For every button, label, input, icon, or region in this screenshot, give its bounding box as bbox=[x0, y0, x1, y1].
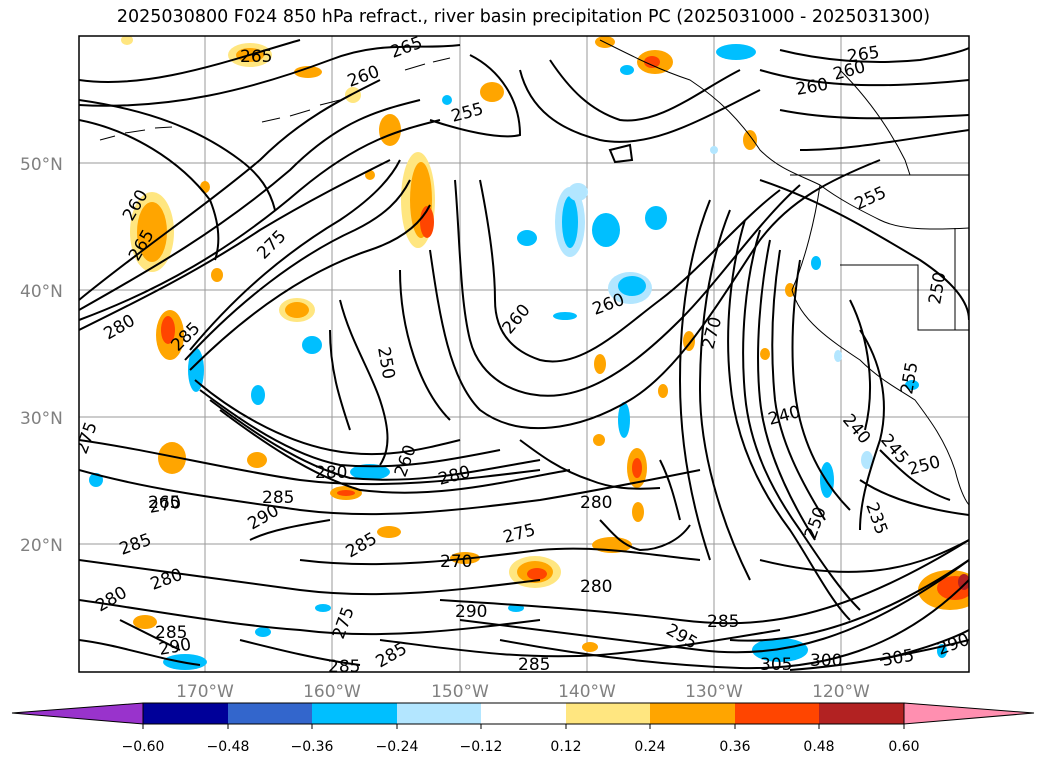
colorbar-swatch bbox=[228, 703, 312, 724]
contour-label: 280 bbox=[580, 493, 612, 513]
lat-label: 40°N bbox=[20, 282, 63, 302]
contour-label: 265 bbox=[846, 43, 881, 67]
colorbar-label: 0.24 bbox=[634, 739, 665, 755]
colorbar-swatch bbox=[312, 703, 397, 724]
contour-label: 305 bbox=[760, 655, 792, 675]
colorbar-swatch bbox=[397, 703, 481, 724]
lon-label: 140°W bbox=[558, 682, 616, 702]
lon-label: 160°W bbox=[303, 682, 361, 702]
contour-label: 285 bbox=[707, 612, 739, 632]
map-frame bbox=[78, 35, 970, 673]
contour-label: 285 bbox=[262, 488, 294, 508]
colorbar-label: 0.48 bbox=[803, 739, 834, 755]
lat-label: 50°N bbox=[20, 155, 63, 175]
colorbar-label: −0.36 bbox=[291, 739, 334, 755]
contour-label: 265 bbox=[240, 47, 272, 67]
colorbar-label: 0.36 bbox=[719, 739, 750, 755]
refractivity-contours bbox=[79, 39, 969, 671]
colorbar-label: −0.60 bbox=[122, 739, 165, 755]
colorbar-swatch bbox=[143, 703, 228, 724]
contour-label: 265 bbox=[148, 493, 180, 513]
contour-label: 270 bbox=[440, 552, 472, 572]
latitude-labels: 50°N 40°N 30°N 20°N bbox=[20, 155, 63, 556]
colorbar-frame bbox=[142, 702, 905, 725]
contour-label: 280 bbox=[580, 577, 612, 597]
longitude-labels: 170°W 160°W 150°W 140°W 130°W 120°W bbox=[176, 682, 870, 702]
contour-label: 280 bbox=[315, 463, 347, 483]
lon-label: 170°W bbox=[176, 682, 234, 702]
colorbar-label: 0.60 bbox=[888, 739, 919, 755]
colorbar-extend-low bbox=[11, 702, 144, 725]
lon-label: 150°W bbox=[431, 682, 489, 702]
contour-label: 290 bbox=[455, 602, 487, 622]
coastlines bbox=[99, 39, 969, 506]
contour-label: 300 bbox=[810, 651, 842, 671]
colorbar-extend-high bbox=[903, 702, 1035, 725]
precipitation-pc-shading bbox=[89, 36, 969, 670]
colorbar-label: −0.12 bbox=[460, 739, 503, 755]
map-title: 2025030800 F024 850 hPa refract., river … bbox=[116, 7, 931, 27]
colorbar-label: −0.24 bbox=[376, 739, 419, 755]
lon-label: 130°W bbox=[685, 682, 743, 702]
contour-label: 285 bbox=[155, 623, 187, 643]
colorbar-swatch bbox=[650, 703, 735, 724]
colorbar-label: −0.48 bbox=[207, 739, 250, 755]
colorbar-swatch bbox=[481, 703, 566, 724]
colorbar-label: 0.12 bbox=[550, 739, 581, 755]
colorbar-swatch bbox=[735, 703, 819, 724]
colorbar-swatch bbox=[566, 703, 650, 724]
contour-label: 285 bbox=[328, 657, 360, 677]
colorbar-swatch bbox=[819, 703, 904, 724]
colorbar: −0.60 −0.48 −0.36 −0.24 −0.12 0.12 0.24 … bbox=[11, 702, 1035, 755]
lat-label: 30°N bbox=[20, 409, 63, 429]
lat-label: 20°N bbox=[20, 536, 63, 556]
contour-label: 285 bbox=[518, 655, 550, 675]
lon-label: 120°W bbox=[812, 682, 870, 702]
